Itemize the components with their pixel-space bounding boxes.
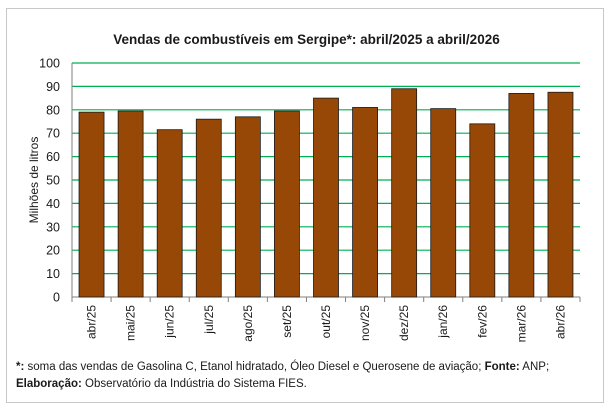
x-tick-label: jan/26 [436, 305, 450, 339]
x-tick-label: fev/26 [475, 305, 489, 338]
x-tick-label: nov/25 [358, 305, 372, 341]
bar-abr-26 [547, 91, 574, 298]
x-tick-label: mar/26 [514, 305, 528, 343]
bar-out-25 [313, 97, 339, 298]
y-tick-label: 50 [46, 174, 60, 188]
y-tick-label: 30 [46, 220, 60, 234]
y-tick-label: 10 [46, 267, 60, 281]
chart-frame [6, 8, 604, 403]
bar-set-25 [274, 110, 300, 298]
footnote-description: soma das vendas de Gasolina C, Etanol hi… [24, 361, 485, 373]
x-tick-label: set/25 [280, 305, 294, 338]
x-tick-label: jul/25 [202, 305, 216, 335]
bar-chart: 0 10 20 30 40 50 60 70 80 90 100 Milhões de litros a… [27, 57, 581, 343]
bar-dez-25 [391, 88, 418, 298]
footnote-line-1: *: soma das vendas de Gasolina C, Etanol… [16, 359, 606, 376]
y-tick-label: 0 [53, 291, 60, 305]
y-tick-label: 60 [46, 150, 60, 164]
bar-mai-25 [117, 110, 144, 298]
bar-jul-25 [195, 118, 222, 298]
y-tick-label: 90 [46, 80, 60, 94]
y-tick-label: 70 [46, 127, 60, 141]
footnote-elaboration-label: Elaboração: [16, 378, 82, 390]
x-tick-label: jun/25 [163, 305, 177, 339]
y-axis-title: Milhões de litros [27, 137, 41, 224]
x-tick-label: abr/26 [553, 305, 567, 339]
footnote-marker: *: [16, 361, 25, 373]
footnote-source: ANP; [519, 361, 550, 373]
x-tick-label: mai/25 [124, 305, 138, 341]
bar-fev-26 [469, 123, 496, 298]
bar-jan-26 [430, 108, 457, 298]
footnote-line-2: Elaboração: Observatório da Indústria do… [16, 376, 606, 393]
bar-jun-25 [156, 129, 183, 298]
y-tick-label: 100 [39, 57, 60, 71]
x-tick-label: out/25 [319, 305, 333, 339]
footnote: *: soma das vendas de Gasolina C, Etanol… [16, 359, 606, 393]
footnote-source-label: Fonte: [484, 361, 520, 373]
x-tick-label: abr/25 [85, 305, 99, 339]
x-tick-label: dez/25 [397, 305, 411, 341]
y-tick-label: 80 [46, 103, 60, 117]
bar-nov-25 [352, 107, 378, 298]
bar-ago-25 [234, 116, 261, 298]
y-tick-label: 20 [46, 244, 60, 258]
y-tick-label: 40 [46, 197, 60, 211]
bar-mar-26 [508, 93, 535, 298]
x-tick-label: ago/25 [241, 305, 255, 342]
bar-abr-25 [78, 111, 105, 298]
footnote-elaboration: Observatório da Indústria do Sistema FIE… [81, 378, 307, 390]
chart-title: Vendas de combustíveis em Sergipe*: abri… [113, 32, 500, 47]
